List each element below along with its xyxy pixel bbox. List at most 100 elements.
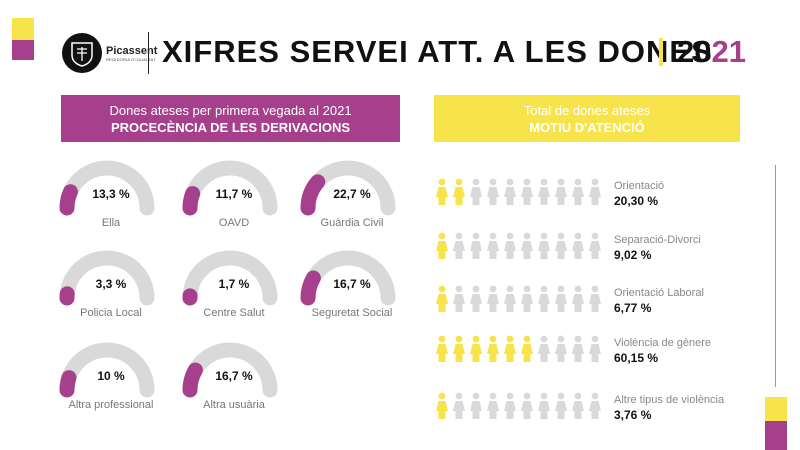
motive-value: 20,30 % <box>614 194 659 208</box>
person-icon-highlighted <box>436 392 448 419</box>
gauge-value: 11,7 % <box>215 187 253 201</box>
person-icon <box>538 335 550 362</box>
derivations-banner: Dones ateses per primera vegada al 2021 … <box>61 95 400 142</box>
person-icon <box>572 232 584 259</box>
person-icon <box>521 285 533 312</box>
gauge-7: 10 % Altra professional <box>59 342 161 422</box>
motives-banner-line2: MOTIU D'ATENCIÓ <box>529 119 645 135</box>
motive-row: Separació-Divorci 9,02 % <box>434 232 754 276</box>
person-icon <box>555 392 567 419</box>
person-icon <box>589 285 601 312</box>
person-icons <box>436 335 601 362</box>
person-icons <box>436 285 601 312</box>
gauge-label: Centre Salut <box>203 307 265 319</box>
person-icons <box>436 232 601 259</box>
logo-emblem-icon <box>62 33 102 73</box>
bottom-decoration-purple <box>765 421 787 450</box>
gauge-fill <box>182 362 203 398</box>
person-icon <box>538 392 550 419</box>
gauge-value: 3,3 % <box>95 277 127 291</box>
gauge-1: 13,3 % Ella <box>59 160 161 240</box>
person-icon-highlighted <box>453 178 465 205</box>
motive-value: 60,15 % <box>614 351 659 365</box>
gauge-value: 16,7 % <box>333 277 371 291</box>
gauge-track <box>59 250 155 306</box>
person-icon-highlighted <box>504 335 516 362</box>
gauge-label: Altra professional <box>68 399 154 411</box>
motive-row: Violència de gènere 60,15 % <box>434 335 754 379</box>
motives-banner-line1: Total de dones ateses <box>523 102 651 118</box>
person-icon <box>572 285 584 312</box>
person-icon <box>555 178 567 205</box>
person-icon <box>487 232 499 259</box>
gauge-label: OAVD <box>218 217 250 229</box>
corner-decoration-white <box>12 60 34 140</box>
gauge-label: Guàrdia Civil <box>320 217 384 229</box>
gauge-value: 13,3 % <box>92 187 130 201</box>
person-icon <box>453 285 465 312</box>
gauge-value: 16,7 % <box>215 369 253 383</box>
motive-row: Orientació 20,30 % <box>434 178 754 222</box>
year-prefix: 20 <box>677 34 712 69</box>
person-icon-highlighted <box>487 335 499 362</box>
person-icon <box>555 285 567 312</box>
motive-label: Orientació <box>614 180 665 192</box>
person-icon <box>470 178 482 205</box>
gauge-8: 16,7 % Altra usuària <box>182 342 284 422</box>
person-icon <box>470 285 482 312</box>
motive-label: Orientació Laboral <box>614 287 704 299</box>
gauge-label: Altra usuària <box>203 399 265 411</box>
corner-decoration-purple <box>12 40 34 60</box>
title-separator <box>659 38 663 66</box>
person-icons <box>436 392 601 419</box>
motive-row: Orientació Laboral 6,77 % <box>434 285 754 329</box>
person-icon <box>572 392 584 419</box>
motive-row: Altre tipus de violència 3,76 % <box>434 392 754 436</box>
derivations-banner-line1: Dones ateses per primera vegada al 2021 <box>109 102 352 118</box>
person-icon <box>470 392 482 419</box>
gauge-fill <box>59 370 77 398</box>
person-icon <box>589 392 601 419</box>
gauge-fill <box>300 174 326 216</box>
person-icon <box>538 285 550 312</box>
person-icon <box>504 232 516 259</box>
person-icon <box>555 335 567 362</box>
gauge-value: 1,7 % <box>218 277 250 291</box>
gauge-6: 16,7 % Seguretat Social <box>300 250 402 330</box>
gauge-track <box>182 250 278 306</box>
person-icon <box>589 178 601 205</box>
person-icon <box>504 392 516 419</box>
gauge-fill <box>59 184 78 216</box>
person-icon <box>555 232 567 259</box>
gauge-value: 10 % <box>97 369 125 383</box>
gauge-5: 1,7 % Centre Salut <box>182 250 284 330</box>
logo-subtitle: REGIDORIA D'IGUALTAT <box>106 56 156 62</box>
person-icon-highlighted <box>436 232 448 259</box>
person-icon <box>487 178 499 205</box>
person-icon <box>487 392 499 419</box>
person-icon-highlighted <box>436 285 448 312</box>
person-icon-highlighted <box>453 335 465 362</box>
vertical-divider <box>775 165 776 387</box>
motives-banner: Total de dones ateses MOTIU D'ATENCIÓ <box>434 95 740 142</box>
person-icon <box>538 178 550 205</box>
title-year: 2021 <box>677 34 746 70</box>
person-icon-highlighted <box>436 335 448 362</box>
person-icon-highlighted <box>436 178 448 205</box>
logo-name: Picassent <box>106 44 158 57</box>
person-icon <box>453 392 465 419</box>
motive-value: 3,76 % <box>614 408 652 422</box>
gauge-fill <box>300 270 321 306</box>
motive-value: 6,77 % <box>614 301 652 315</box>
person-icon <box>504 178 516 205</box>
person-icon <box>487 285 499 312</box>
gauge-label: Policia Local <box>80 307 142 319</box>
person-icon <box>538 232 550 259</box>
motive-label: Separació-Divorci <box>614 234 701 246</box>
person-icon-highlighted <box>521 335 533 362</box>
person-icon-highlighted <box>470 335 482 362</box>
header-divider <box>148 32 149 74</box>
motive-label: Altre tipus de violència <box>614 394 725 406</box>
gauge-label: Seguretat Social <box>311 307 393 319</box>
person-icon <box>470 232 482 259</box>
